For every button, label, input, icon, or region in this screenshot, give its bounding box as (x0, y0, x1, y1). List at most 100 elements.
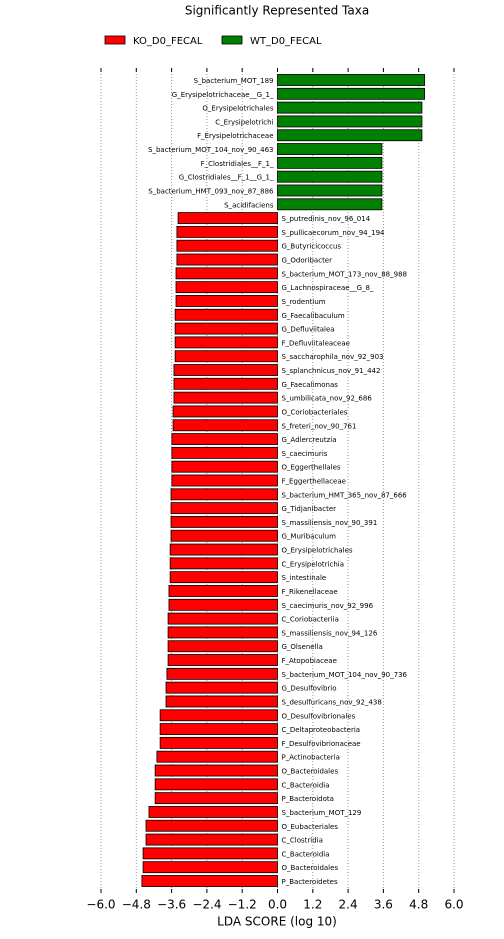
category-label: O_Bacteroidales (282, 768, 339, 776)
bar (154, 778, 278, 791)
category-label: S_splanchnicus_nov_91_442 (282, 367, 381, 375)
category-label: P_Bacteroidetes (282, 878, 338, 886)
bar (141, 875, 278, 887)
category-label: S_pullicaecorum_nov_94_194 (282, 229, 386, 237)
x-tick-label: 0.0 (268, 898, 287, 912)
bar (175, 295, 278, 307)
category-label: C_Bacteroidia (282, 850, 330, 858)
category-label: S_caecimuris_nov_92_996 (282, 602, 374, 610)
bar (170, 529, 278, 542)
category-label: G_Butyricicoccus (282, 243, 342, 251)
category-label: S_bacterium_MOT_129 (282, 809, 362, 817)
bar (165, 681, 278, 694)
category-label: S_rodentium (282, 298, 326, 306)
bar (176, 239, 278, 252)
category-label: C_Bacteroidia (282, 781, 330, 789)
bar (177, 212, 278, 225)
bar (159, 709, 278, 722)
bar (277, 115, 423, 128)
bar (167, 654, 278, 666)
category-label: G_Adlercreutzia (282, 436, 337, 444)
bar (169, 543, 278, 556)
bar (167, 626, 278, 639)
category-label: G_Faecalimonas (282, 381, 339, 389)
bar (154, 792, 278, 805)
bar (171, 474, 278, 487)
category-label: S_umbilicata_nov_92_686 (282, 395, 373, 403)
bar (148, 806, 278, 818)
bar (277, 170, 383, 183)
bar (170, 502, 278, 515)
bar (145, 819, 278, 832)
bar (167, 612, 278, 625)
category-label: S_caecimuris (282, 450, 328, 458)
x-tick-label: −4.8 (122, 898, 151, 912)
category-label: G_Faecalibaculum (282, 312, 345, 320)
bar (176, 225, 278, 238)
category-label: O_Eggerthellales (282, 464, 341, 472)
x-tick-label: 6.0 (444, 898, 463, 912)
category-label: G_Muribaculum (282, 533, 337, 541)
bar (174, 350, 278, 363)
x-tick-label: 2.4 (339, 898, 358, 912)
x-tick-label: 4.8 (409, 898, 428, 912)
category-label: G_Lachnospiraceae__G_8_ (282, 284, 374, 292)
bar (171, 446, 278, 459)
bar (277, 87, 425, 100)
x-tick-label: −2.4 (192, 898, 221, 912)
category-label: O_Eubacteriales (282, 823, 339, 831)
category-label: S_freteri_nov_90_761 (282, 422, 357, 430)
bar (277, 184, 383, 197)
bar (173, 364, 278, 376)
bar (159, 736, 278, 749)
bar (142, 847, 278, 860)
category-label: S_bacterium_HMT_365_nov_87_666 (282, 491, 408, 499)
category-label: S_saccharophila_nov_92_903 (282, 353, 384, 361)
bar (169, 557, 278, 570)
bar (277, 129, 423, 142)
category-label: P_Actinobacteria (282, 754, 340, 762)
category-label: F_Clostridiales__F_1_ (201, 160, 274, 168)
bar (154, 764, 278, 777)
bar (176, 253, 278, 266)
category-label: O_Erysipelotrichales (202, 105, 273, 113)
legend-swatch (104, 35, 126, 45)
bar (170, 516, 278, 528)
category-label: C_Deltaproteobacteria (282, 726, 361, 734)
bar (174, 336, 278, 349)
bar (167, 640, 278, 653)
category-label: F_Atopobiaceae (282, 657, 337, 665)
legend-label: KO_D0_FECAL (133, 36, 203, 47)
bar (174, 308, 278, 321)
category-label: S_massiliensis_nov_90_391 (282, 519, 378, 527)
bar (142, 861, 278, 874)
x-tick-label: −6.0 (86, 898, 115, 912)
bar (159, 723, 278, 736)
bar (277, 156, 383, 169)
x-tick-label: 1.2 (303, 898, 322, 912)
legend-label: WT_D0_FECAL (250, 36, 322, 47)
category-label: S_bacterium_HMT_093_nov_87_886 (148, 187, 274, 195)
category-label: F_Rikenellaceae (282, 588, 338, 596)
category-label: C_Coriobacteriia (282, 616, 339, 624)
category-label: G_Defluviitalea (282, 326, 335, 334)
category-label: G_Olsenella (282, 643, 323, 651)
category-label: S_putredinis_nov_96_014 (282, 215, 371, 223)
category-label: G_Clostridiales__F_1__G_1_ (179, 174, 274, 182)
category-label: O_Desulfovibrionales (282, 712, 356, 720)
category-label: F_Erysipelotrichaceae (197, 132, 273, 140)
category-label: S_desulfuricans_nov_92_438 (282, 698, 382, 706)
bar (156, 750, 278, 763)
category-label: P_Bacteroidota (282, 795, 334, 803)
bar (277, 74, 425, 86)
bar (277, 101, 423, 114)
category-label: S_intestinale (282, 574, 327, 582)
bar (277, 198, 383, 211)
x-tick-label: −1.2 (228, 898, 257, 912)
bar (174, 322, 278, 335)
bar (277, 143, 383, 155)
bar (168, 585, 278, 597)
x-tick-label: −3.6 (157, 898, 186, 912)
category-label: C_Erysipelotrichi (215, 118, 273, 126)
